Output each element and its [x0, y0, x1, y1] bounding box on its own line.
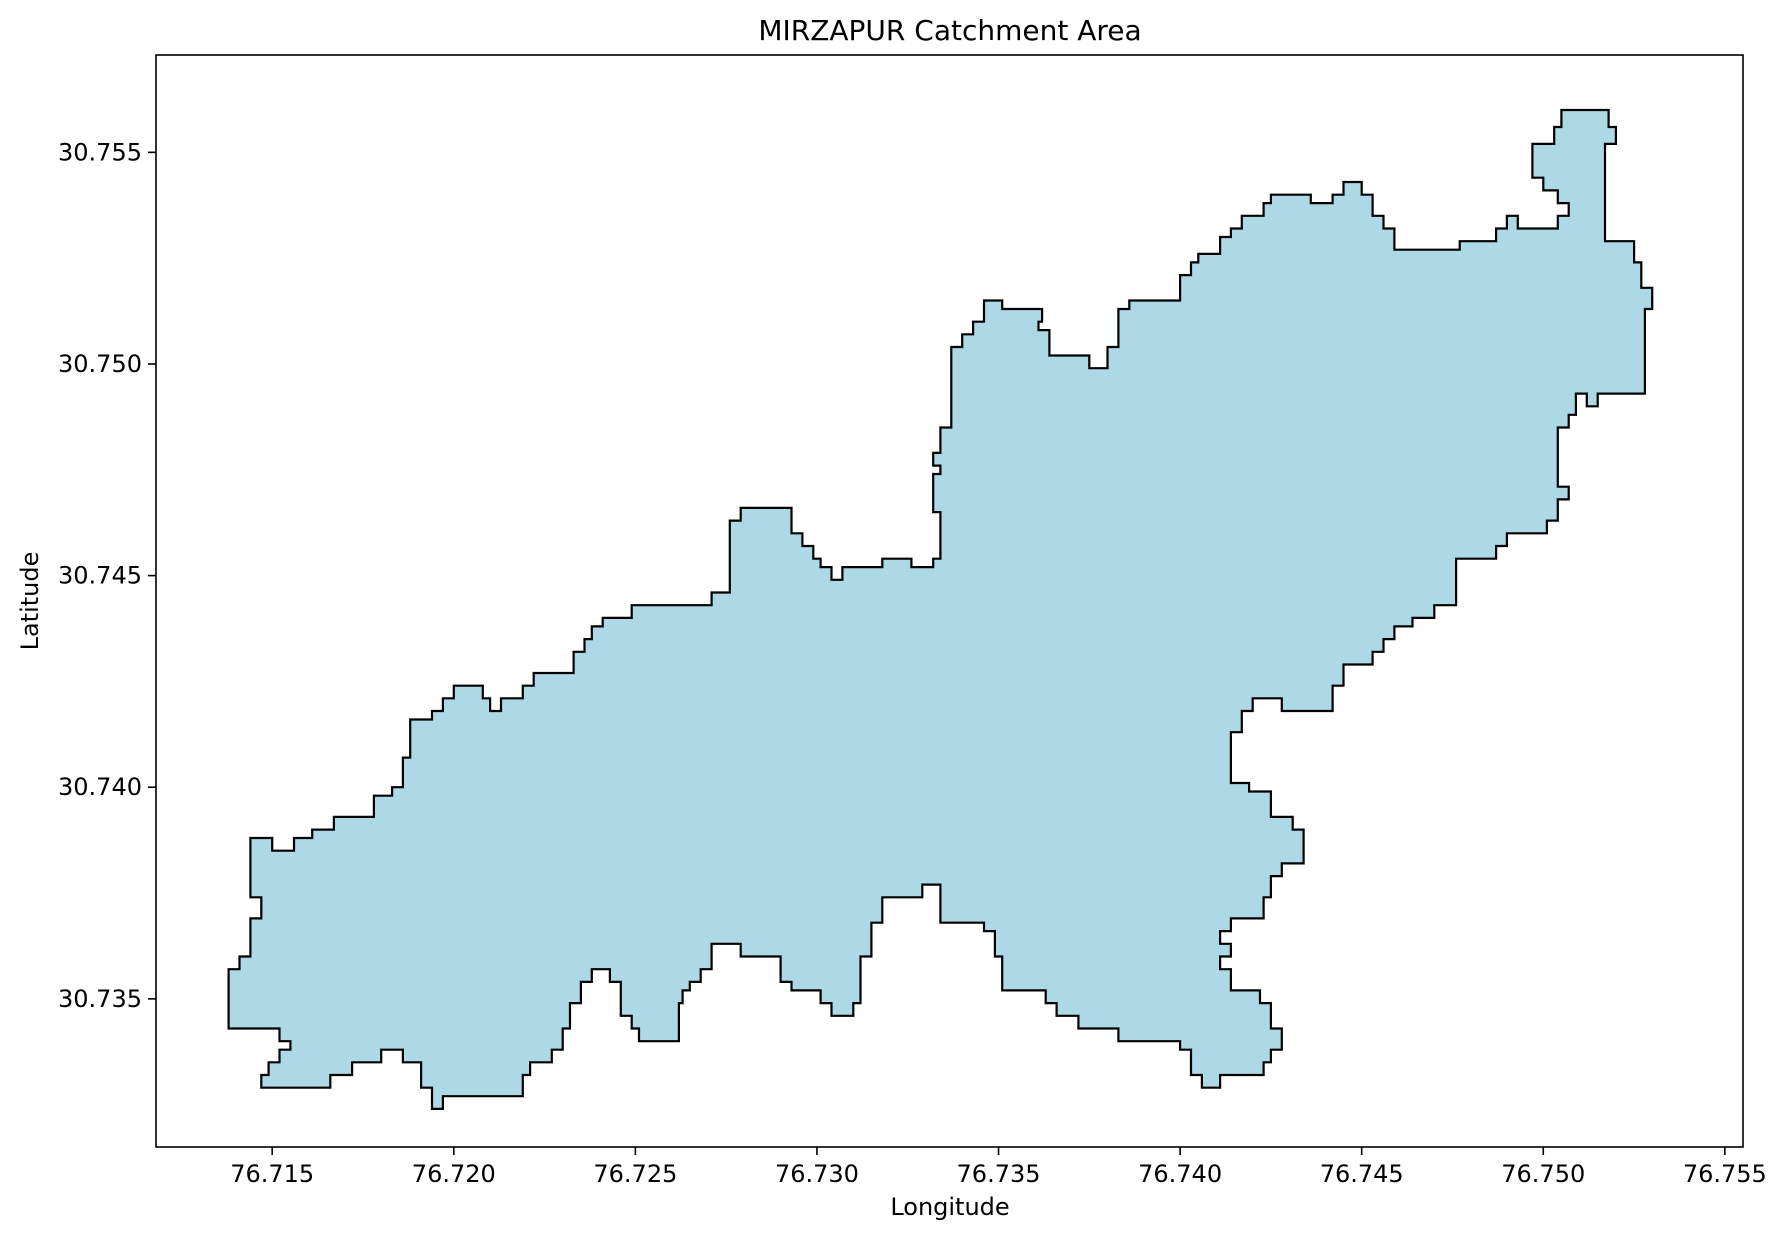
x-tick-label: 76.750 — [1501, 1160, 1585, 1188]
x-axis-ticks: 76.715 76.720 76.725 76.730 76.735 76.740 76.7… — [230, 1147, 1767, 1188]
x-tick-label: 76.725 — [593, 1160, 677, 1188]
chart-title: MIRZAPUR Catchment Area — [758, 14, 1141, 47]
y-axis-label: Latitude — [16, 552, 44, 651]
x-tick-label: 76.755 — [1683, 1160, 1767, 1188]
catchment-polygon — [227, 108, 1654, 1110]
x-tick-label: 76.715 — [230, 1160, 314, 1188]
y-tick-label: 30.755 — [58, 138, 142, 166]
y-tick-label: 30.740 — [58, 773, 142, 801]
x-tick-label: 76.730 — [775, 1160, 859, 1188]
y-axis-ticks: 30.735 30.740 30.745 30.750 30.755 — [58, 138, 156, 1013]
x-tick-label: 76.720 — [412, 1160, 496, 1188]
y-tick-label: 30.735 — [58, 985, 142, 1013]
y-tick-label: 30.745 — [58, 562, 142, 590]
y-tick-label: 30.750 — [58, 350, 142, 378]
x-tick-label: 76.745 — [1320, 1160, 1404, 1188]
x-tick-label: 76.735 — [957, 1160, 1041, 1188]
axes-frame — [155, 54, 1744, 1148]
x-tick-label: 76.740 — [1138, 1160, 1222, 1188]
plot-area — [227, 108, 1654, 1110]
x-axis-label: Longitude — [890, 1193, 1009, 1221]
